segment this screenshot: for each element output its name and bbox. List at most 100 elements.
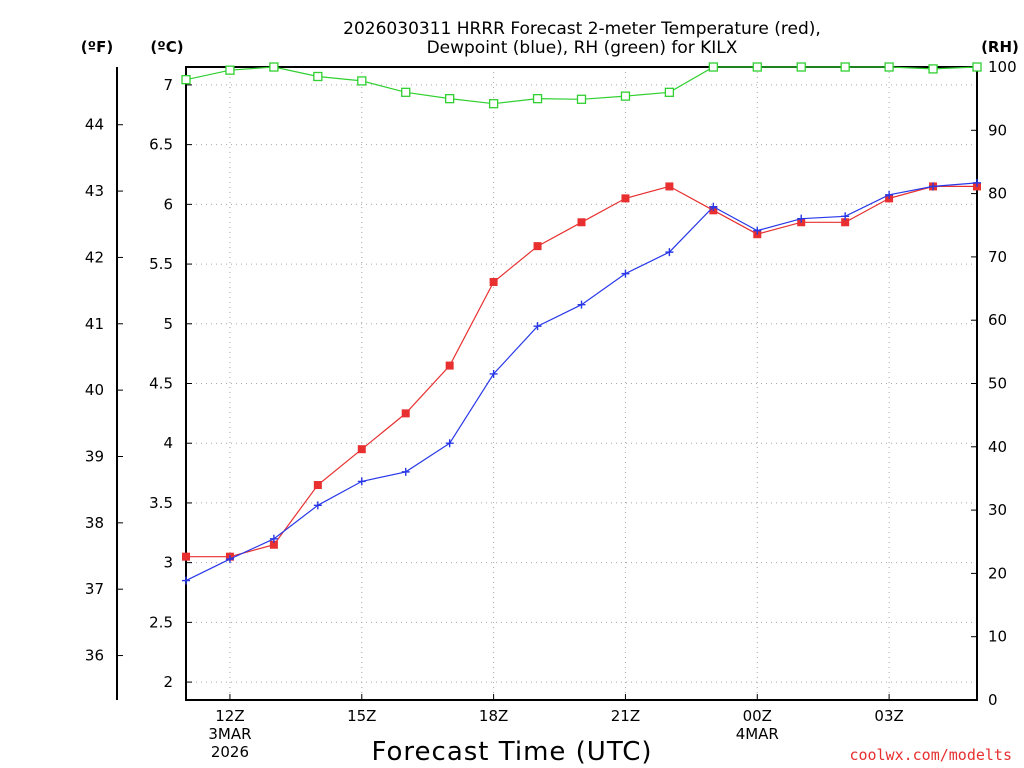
rh-point bbox=[357, 76, 367, 86]
series-layer bbox=[181, 62, 982, 585]
x-tick-label: 21Z bbox=[611, 707, 640, 725]
dewpoint-point bbox=[445, 439, 454, 448]
rh-tick-label: 10 bbox=[988, 628, 1007, 646]
rh-point bbox=[313, 71, 323, 82]
rh-point bbox=[752, 62, 762, 72]
celsius-tick-label: 7 bbox=[163, 76, 173, 94]
rh-point bbox=[225, 65, 235, 75]
celsius-tick-label: 6.5 bbox=[149, 136, 173, 154]
celsius-tick-label: 3.5 bbox=[149, 494, 173, 512]
dewpoint-point bbox=[973, 178, 981, 187]
rh-point bbox=[576, 94, 587, 104]
temperature-point bbox=[841, 218, 850, 227]
rh-point bbox=[708, 62, 718, 72]
rh-tick-label: 40 bbox=[988, 438, 1007, 456]
dewpoint-point bbox=[269, 534, 278, 543]
rh-tick-label: 60 bbox=[988, 311, 1007, 329]
dewpoint-point bbox=[533, 322, 542, 331]
celsius-tick-label: 4.5 bbox=[149, 375, 173, 393]
temperature-point bbox=[621, 194, 630, 203]
dewpoint-line bbox=[185, 182, 978, 582]
fahrenheit-tick-label: 42 bbox=[85, 248, 104, 266]
grid-layer bbox=[186, 67, 977, 700]
temperature-point bbox=[357, 445, 366, 454]
x-tick-label: 12Z bbox=[215, 707, 244, 725]
rh-point bbox=[840, 62, 850, 72]
celsius-unit-label: (ºC) bbox=[150, 38, 183, 56]
fahrenheit-tick-label: 39 bbox=[85, 447, 104, 465]
dewpoint-point bbox=[709, 202, 718, 211]
rh-point bbox=[796, 62, 806, 72]
dewpoint-point bbox=[621, 269, 630, 278]
fahrenheit-tick-label: 43 bbox=[85, 182, 104, 200]
temperature-point bbox=[401, 409, 410, 418]
dewpoint-point bbox=[753, 226, 762, 235]
x-tick-label: 03Z bbox=[874, 707, 903, 725]
dewpoint-point bbox=[182, 576, 190, 585]
celsius-tick-label: 2 bbox=[163, 673, 173, 691]
temperature-point bbox=[445, 361, 454, 370]
fahrenheit-tick-label: 38 bbox=[85, 514, 104, 532]
rh-point bbox=[488, 99, 499, 109]
temperature-point bbox=[577, 218, 586, 227]
chart-title-line-2: Dewpoint (blue), RH (green) for KILX bbox=[427, 38, 738, 58]
rh-point bbox=[532, 94, 543, 104]
rh-point bbox=[445, 94, 455, 104]
celsius-tick-label: 5.5 bbox=[149, 255, 173, 273]
celsius-tick-label: 2.5 bbox=[149, 613, 173, 631]
dewpoint-point bbox=[489, 369, 498, 378]
celsius-tick-label: 3 bbox=[163, 554, 173, 572]
dewpoint-point bbox=[885, 190, 894, 199]
rh-tick-label: 30 bbox=[988, 501, 1007, 519]
credit-text: coolwx.com/modelts bbox=[849, 746, 1012, 764]
temperature-point bbox=[665, 182, 674, 191]
fahrenheit-tick-label: 41 bbox=[85, 315, 104, 333]
x-tick-label: 2026 bbox=[211, 743, 249, 761]
temperature-line bbox=[186, 185, 977, 558]
rh-point bbox=[884, 62, 894, 72]
fahrenheit-unit-label: (ºF) bbox=[81, 38, 113, 56]
chart-title-line-1: 2026030311 HRRR Forecast 2-meter Tempera… bbox=[343, 19, 821, 39]
x-tick-label: 4MAR bbox=[736, 725, 779, 743]
rh-tick-label: 80 bbox=[988, 185, 1007, 203]
x-tick-label: 18Z bbox=[479, 707, 508, 725]
dewpoint-point bbox=[401, 467, 410, 476]
dewpoint-point bbox=[313, 501, 322, 510]
rh-point bbox=[401, 87, 411, 97]
x-axis-title: Forecast Time (UTC) bbox=[371, 737, 652, 767]
temperature-point bbox=[533, 242, 542, 251]
rh-point bbox=[620, 91, 631, 101]
rh-point bbox=[269, 62, 279, 72]
temperature-point bbox=[489, 277, 498, 286]
celsius-tick-label: 4 bbox=[163, 434, 173, 452]
rh-unit-label: (RH) bbox=[981, 38, 1019, 56]
dewpoint-point bbox=[841, 212, 850, 221]
fahrenheit-tick-label: 44 bbox=[85, 116, 104, 134]
fahrenheit-tick-label: 37 bbox=[85, 580, 104, 598]
celsius-tick-label: 5 bbox=[163, 315, 173, 333]
rh-tick-label: 20 bbox=[988, 564, 1007, 582]
rh-tick-label: 0 bbox=[988, 691, 998, 709]
rh-point bbox=[928, 64, 938, 74]
rh-point bbox=[972, 62, 982, 72]
rh-point bbox=[664, 87, 675, 97]
rh-tick-label: 90 bbox=[988, 121, 1007, 139]
dewpoint-point bbox=[357, 477, 366, 486]
dewpoint-point bbox=[665, 248, 674, 257]
tick-layer: 2 2.5 3 3.5 4 4.5 5 5.5 6 6.5 7 36 37 38 39 40 41 42 43 44 0… bbox=[85, 58, 1017, 761]
rh-point bbox=[181, 75, 191, 85]
rh-tick-label: 50 bbox=[988, 375, 1007, 393]
celsius-tick-label: 6 bbox=[163, 195, 173, 213]
temperature-point bbox=[313, 481, 322, 490]
rh-tick-label: 70 bbox=[988, 248, 1007, 266]
dewpoint-point bbox=[577, 300, 586, 309]
dewpoint-point bbox=[797, 214, 806, 223]
x-tick-label: 15Z bbox=[347, 707, 376, 725]
dewpoint-point bbox=[225, 555, 234, 564]
fahrenheit-tick-label: 40 bbox=[85, 381, 104, 399]
fahrenheit-tick-label: 36 bbox=[85, 647, 104, 665]
dewpoint-point bbox=[929, 182, 938, 191]
rh-tick-label: 100 bbox=[988, 58, 1017, 76]
temperature-point bbox=[182, 552, 190, 561]
